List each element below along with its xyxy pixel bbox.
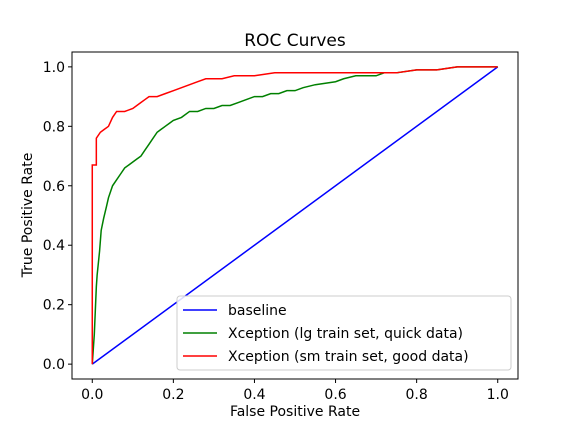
y-axis-ticks: 0.0 0.2 0.4 0.6 0.8 1.0 <box>43 60 72 373</box>
legend-label-1: Xception (lg train set, quick data) <box>228 326 463 342</box>
y-tick-label: 0.8 <box>43 119 65 135</box>
x-tick-label: 0.8 <box>406 387 428 403</box>
y-axis-label: True Positive Rate <box>20 153 36 279</box>
y-tick-label: 0.4 <box>43 238 65 254</box>
x-tick-label: 0.4 <box>243 387 265 403</box>
legend-box <box>176 295 512 371</box>
y-tick-label: 0.2 <box>43 298 65 314</box>
x-tick-label: 0.6 <box>324 387 346 403</box>
series-layer <box>91 66 499 365</box>
legend: baseline Xception (lg train set, quick da… <box>176 295 512 371</box>
y-tick-label: 1.0 <box>43 60 65 76</box>
x-axis-label: False Positive Rate <box>230 404 360 420</box>
x-tick-label: 1.0 <box>487 387 509 403</box>
y-tick-label: 0.0 <box>43 357 65 373</box>
x-tick-label: 0.2 <box>162 387 184 403</box>
plot-frame <box>71 51 519 380</box>
legend-label-0: baseline <box>228 303 287 319</box>
series-line-0 <box>91 66 499 365</box>
chart-title: ROC Curves <box>244 31 346 51</box>
legend-label-2: Xception (sm train set, good data) <box>228 349 469 365</box>
series-line-1 <box>91 66 498 365</box>
x-axis-ticks: 0.0 0.2 0.4 0.6 0.8 1.0 <box>81 379 509 403</box>
series-line-2 <box>91 66 498 365</box>
x-tick-label: 0.0 <box>81 387 103 403</box>
y-tick-label: 0.6 <box>43 179 65 195</box>
